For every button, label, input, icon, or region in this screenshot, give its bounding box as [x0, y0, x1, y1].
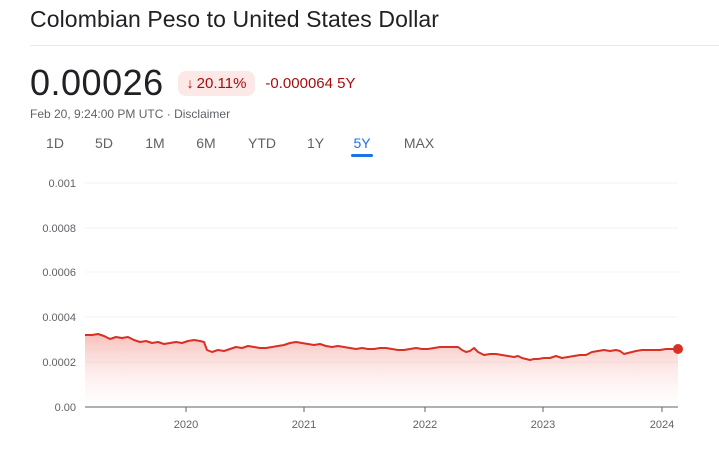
price-line [85, 333, 678, 361]
current-point-marker [673, 344, 683, 354]
tab-1m[interactable]: 1M [145, 135, 165, 151]
tab-6m[interactable]: 6M [196, 135, 216, 151]
y-tick: 0.0008 [42, 223, 76, 235]
separator: · [163, 107, 175, 121]
change-percent: 20.11% [196, 74, 247, 92]
y-axis-labels: 0.001 0.0008 0.0006 0.0004 0.0002 0.00 [42, 178, 76, 414]
current-price: 0.00026 [30, 62, 164, 103]
header-divider [30, 45, 719, 46]
tab-max[interactable]: MAX [403, 135, 435, 151]
y-tick: 0.0002 [42, 357, 76, 369]
tab-5y[interactable]: 5Y [351, 135, 373, 157]
x-tick: 2022 [413, 419, 437, 431]
x-tick: 2024 [650, 419, 674, 431]
y-tick: 0.001 [48, 178, 76, 190]
area-fill [85, 334, 678, 407]
quote-row: 0.00026 ↓ 20.11% -0.000064 5Y [30, 63, 355, 103]
timestamp-row: Feb 20, 9:24:00 PM UTC · Disclaimer [30, 107, 230, 121]
x-axis-labels: 2020 2021 2022 2023 2024 [174, 419, 674, 431]
x-tick: 2023 [531, 419, 555, 431]
y-tick: 0.0006 [42, 267, 76, 279]
page-title: Colombian Peso to United States Dollar [30, 6, 440, 32]
tab-5d[interactable]: 5D [95, 135, 113, 151]
timestamp: Feb 20, 9:24:00 PM UTC [30, 107, 164, 121]
y-tick: 0.00 [55, 402, 76, 414]
x-tick: 2020 [174, 419, 198, 431]
tab-1y[interactable]: 1Y [307, 135, 325, 151]
x-tick: 2021 [292, 419, 316, 431]
change-percent-badge: ↓ 20.11% [177, 70, 256, 96]
arrow-down-icon: ↓ [186, 75, 194, 91]
x-axis-ticks [185, 407, 663, 412]
disclaimer-link[interactable]: Disclaimer [174, 107, 231, 121]
tab-1d[interactable]: 1D [46, 135, 64, 151]
price-chart[interactable]: 0.001 0.0008 0.0006 0.0004 0.0002 0.00 2… [0, 170, 719, 449]
change-absolute: -0.000064 5Y [265, 74, 356, 92]
grid-lines [85, 182, 678, 363]
y-tick: 0.0004 [42, 312, 76, 324]
range-tabs: 1D 5D 1M 6M YTD 1Y 5Y MAX [30, 135, 435, 157]
tab-ytd[interactable]: YTD [248, 135, 276, 151]
